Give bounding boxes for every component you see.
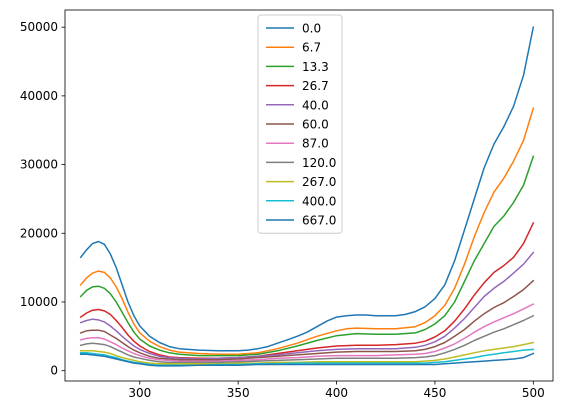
series-line-3 xyxy=(79,222,535,360)
legend-label-1: 6.7 xyxy=(302,41,321,55)
legend-label-6: 87.0 xyxy=(302,137,329,151)
x-axis: 300 350 400 450 500 xyxy=(128,381,545,400)
legend-label-9: 400.0 xyxy=(302,194,336,208)
y-axis: 0 10000 20000 30000 40000 50000 xyxy=(20,20,65,378)
x-tick-label-0: 300 xyxy=(128,386,151,400)
x-tick-label-3: 450 xyxy=(423,386,446,400)
x-tick-label-2: 400 xyxy=(325,386,348,400)
series-line-2 xyxy=(79,155,535,357)
x-tick-label-1: 350 xyxy=(227,386,250,400)
y-tick-label-1: 10000 xyxy=(20,295,58,309)
y-tick-label-3: 30000 xyxy=(20,158,58,172)
y-tick-label-0: 0 xyxy=(50,364,58,378)
series-line-7 xyxy=(79,314,535,364)
legend-box xyxy=(257,14,343,234)
x-tick-label-4: 500 xyxy=(522,386,545,400)
legend-label-5: 60.0 xyxy=(302,118,329,132)
legend-label-2: 13.3 xyxy=(302,60,329,74)
legend-label-8: 267.0 xyxy=(302,175,336,189)
series-line-4 xyxy=(79,251,535,360)
legend-label-3: 26.7 xyxy=(302,79,329,93)
legend-label-10: 667.0 xyxy=(302,214,336,228)
legend: 0.0 6.7 13.3 26.7 40.0 60.0 87.0 120.0 267.0 400.… xyxy=(257,14,343,234)
y-tick-label-5: 50000 xyxy=(20,20,58,34)
series-line-5 xyxy=(79,279,535,361)
series-line-0 xyxy=(79,26,535,352)
series-layer xyxy=(79,26,535,367)
series-line-8 xyxy=(79,341,535,365)
legend-label-7: 120.0 xyxy=(302,156,336,170)
legend-label-0: 0.0 xyxy=(302,22,321,36)
plot-frame xyxy=(64,9,554,382)
y-tick-label-4: 40000 xyxy=(20,89,58,103)
series-line-1 xyxy=(79,107,535,355)
series-line-6 xyxy=(79,303,535,362)
y-tick-label-2: 20000 xyxy=(20,226,58,240)
series-line-10 xyxy=(79,352,535,367)
legend-label-4: 40.0 xyxy=(302,98,329,112)
